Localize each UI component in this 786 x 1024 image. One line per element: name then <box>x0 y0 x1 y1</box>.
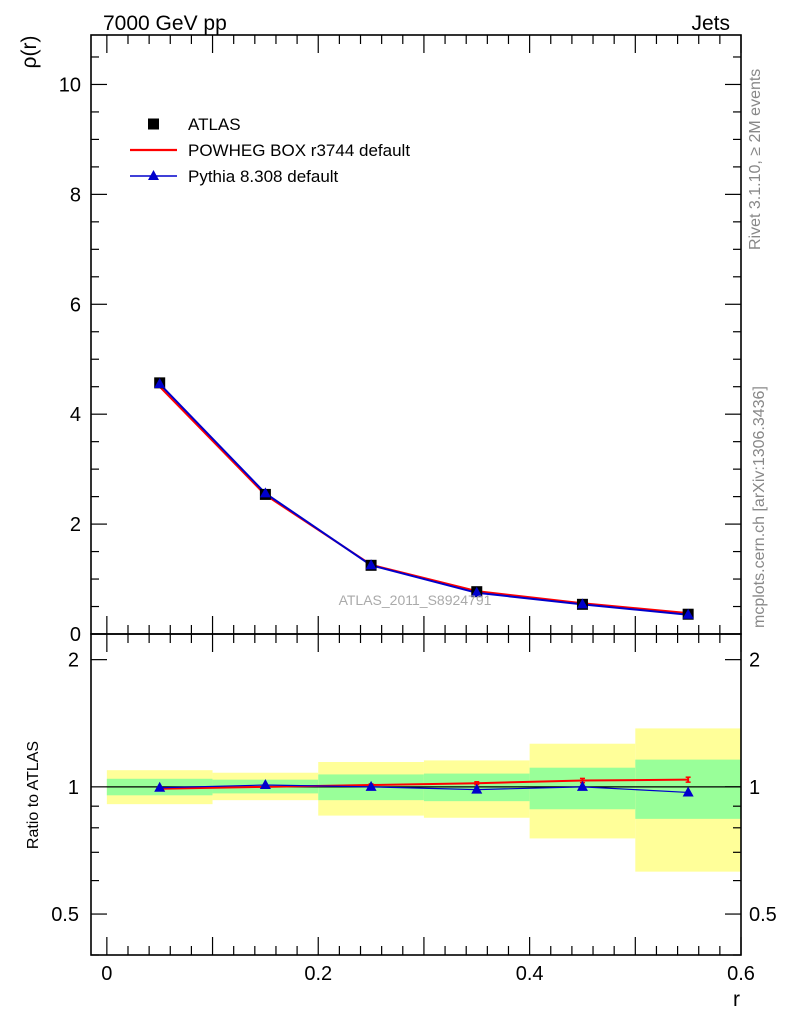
ratio-line-powheg <box>159 778 689 790</box>
main-y-tick-label: 6 <box>70 294 81 316</box>
legend-entry: POWHEG BOX r3744 default <box>130 141 410 160</box>
ratio-pythia-point <box>576 780 588 791</box>
ratio-pythia-point <box>259 779 271 790</box>
ratio-pythia-point <box>154 781 166 792</box>
ratio-y-tick-label-right: 1 <box>749 777 760 799</box>
main-y-axis-label: ρ(r) <box>18 36 41 69</box>
main-y-tick-label: 10 <box>59 74 81 96</box>
pythia-data-point <box>576 598 588 609</box>
x-tick-label: 0.4 <box>516 963 544 985</box>
x-tick-label: 0 <box>101 963 112 985</box>
legend-marker-square <box>148 118 159 130</box>
ratio-uncertainty-bands <box>106 728 741 872</box>
ratio-y-tick-label-left: 0.5 <box>51 904 79 926</box>
main-series <box>154 377 694 620</box>
legend-marker-triangle <box>148 170 159 180</box>
pythia-data-point <box>365 559 377 570</box>
rivet-version-label: Rivet 3.1.10, ≥ 2M events <box>747 69 764 250</box>
ratio-pythia-point <box>471 783 483 794</box>
main-y-tick-label: 8 <box>70 184 81 206</box>
legend-label: Pythia 8.308 default <box>188 167 339 186</box>
ratio-y-tick-label-left: 2 <box>68 650 79 672</box>
header-left-text: 7000 GeV pp <box>103 12 227 35</box>
main-y-tick-label: 4 <box>70 404 81 426</box>
pythia-data-point <box>259 487 271 498</box>
axes: 0 2 4 6 8 10 0 0.2 0.4 0.6 0.5 0.5 1 1 2 2 <box>51 34 777 985</box>
legend-label: ATLAS <box>188 115 241 134</box>
x-axis-label: r <box>733 988 740 1011</box>
pythia-data-point <box>154 377 166 388</box>
ratio-pythia-point <box>682 786 694 797</box>
series-line-powheg <box>158 386 689 615</box>
legend-entry: Pythia 8.308 default <box>130 167 339 186</box>
ratio-series <box>154 776 694 797</box>
ratio-pythia-point <box>365 780 377 791</box>
main-y-tick-label: 2 <box>70 514 81 536</box>
header-right-text: Jets <box>691 12 730 35</box>
legend-entry: ATLAS <box>148 115 241 134</box>
ratio-panel-frame <box>90 633 742 956</box>
x-tick-label: 0.2 <box>304 963 332 985</box>
analysis-watermark: ATLAS_2011_S8924791 <box>339 592 492 608</box>
pythia-data-point <box>471 586 483 597</box>
ratio-y-tick-label-right: 0.5 <box>749 904 777 926</box>
ratio-y-axis-label: Ratio to ATLAS <box>25 741 42 849</box>
main-y-tick-label: 0 <box>70 624 81 646</box>
ratio-y-tick-label-right: 2 <box>749 650 760 672</box>
legend-label: POWHEG BOX r3744 default <box>188 141 410 160</box>
series-line-pythia <box>158 383 689 616</box>
ratio-line-pythia <box>159 784 689 794</box>
legend: ATLAS POWHEG BOX r3744 default Pythia 8.30… <box>130 115 410 186</box>
mcplots-label: mcplots.cern.ch [arXiv:1306.3436] <box>751 386 768 628</box>
ratio-y-tick-label-left: 1 <box>68 777 79 799</box>
x-tick-label: 0.6 <box>727 963 755 985</box>
pythia-data-point <box>682 608 694 619</box>
